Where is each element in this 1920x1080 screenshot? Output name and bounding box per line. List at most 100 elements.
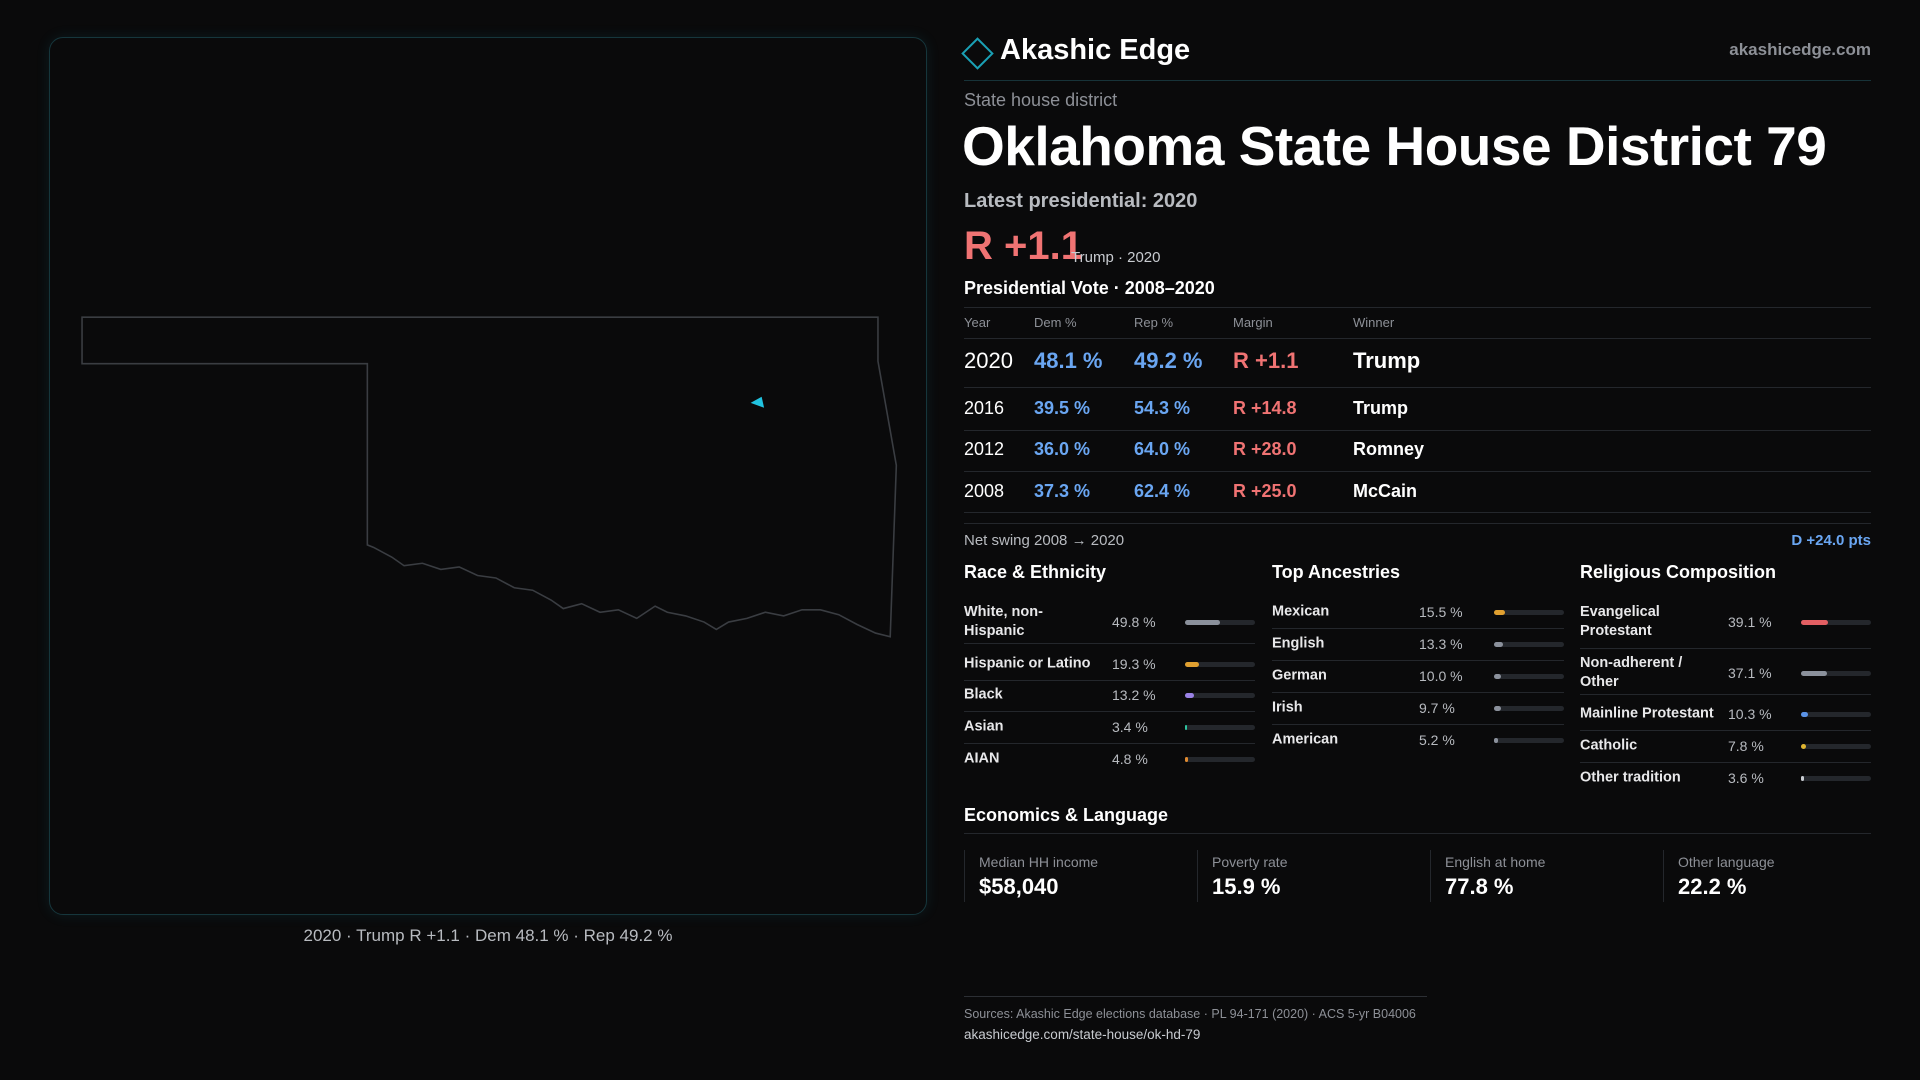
rule: [964, 679, 1255, 681]
column-header: Dem %: [1034, 315, 1077, 330]
stat-label: Median HH income: [979, 854, 1099, 870]
stat-value: $58,040: [979, 874, 1059, 899]
row-label: Evangelical Protestant: [1580, 604, 1660, 639]
row-value: 10.3 %: [1728, 706, 1772, 722]
section-title: Top Ancestries: [1272, 562, 1401, 582]
row-label: German: [1272, 667, 1327, 684]
table-cell: 2016: [964, 398, 1005, 418]
table-cell: R +28.0: [1233, 439, 1297, 459]
bar: [1801, 743, 1807, 749]
column-header: Winner: [1353, 315, 1395, 330]
latest-margin: R +1.1: [964, 224, 1083, 268]
footer-rule: [964, 996, 1427, 997]
latest-label: Latest presidential: 2020: [964, 190, 1198, 212]
row-value: 13.2 %: [1112, 687, 1156, 703]
domain: akashicedge.com: [1729, 40, 1871, 59]
column-header: Year: [964, 315, 991, 330]
cell-border: [964, 850, 965, 902]
row-value: 3.4 %: [1112, 719, 1148, 735]
bar: [1801, 711, 1809, 717]
row-value: 15.5 %: [1419, 604, 1463, 620]
table-cell: 62.4 %: [1134, 481, 1191, 501]
district-title: Oklahoma State House District 79: [962, 115, 1827, 177]
bar-track: [1801, 670, 1871, 676]
map-caption: 2020 · Trump R +1.1 · Dem 48.1 % · Rep 4…: [303, 926, 673, 945]
rule: [1580, 693, 1871, 695]
table-cell: 2008: [964, 481, 1005, 501]
column-header: Margin: [1233, 315, 1273, 330]
section-title: Race & Ethnicity: [964, 562, 1107, 582]
rule: [964, 833, 1871, 834]
rule: [964, 387, 1871, 388]
bar: [1494, 737, 1498, 743]
rule: [964, 430, 1871, 431]
rule: [1580, 730, 1871, 731]
sources: Sources: Akashic Edge elections database…: [964, 1007, 1416, 1021]
row-label: AIAN: [964, 750, 1000, 767]
vote-table-title: Presidential Vote · 2008–2020: [964, 278, 1215, 298]
bar-track: [1494, 737, 1564, 743]
bar: [1494, 705, 1501, 711]
margin-note: Trump · 2020: [1071, 249, 1161, 266]
rule: [1272, 660, 1564, 661]
row-value: 37.1 %: [1728, 665, 1772, 681]
column-header: Rep %: [1134, 315, 1174, 330]
map-panel: [49, 37, 927, 915]
economics-title: Economics & Language: [964, 805, 1169, 825]
row-label: American: [1272, 731, 1339, 748]
bar-track: [1801, 743, 1871, 749]
bar: [1185, 756, 1189, 762]
bar-track: [1494, 673, 1564, 679]
bar: [1185, 692, 1195, 698]
rule: [964, 512, 1871, 513]
district-kind: State house district: [964, 90, 1118, 110]
rule: [1272, 724, 1564, 725]
bar-track: [1185, 661, 1255, 667]
bar: [1801, 670, 1827, 676]
bar: [1494, 641, 1504, 647]
url: akashicedge.com/state-house/ok-hd-79: [964, 1027, 1201, 1042]
cell-border: [1430, 850, 1431, 902]
bar: [1494, 673, 1501, 679]
bar: [1185, 661, 1199, 667]
row-value: 3.6 %: [1728, 770, 1764, 786]
bar-track: [1801, 711, 1871, 717]
table-cell: 39.5 %: [1034, 398, 1091, 418]
row-value: 10.0 %: [1419, 668, 1463, 684]
rule: [964, 523, 1871, 524]
swing-value: D +24.0 pts: [1791, 532, 1871, 549]
row-label: Catholic: [1580, 737, 1638, 754]
stat-value: 22.2 %: [1678, 874, 1747, 899]
table-cell: 54.3 %: [1134, 398, 1191, 418]
rule: [1580, 647, 1871, 649]
table-cell: R +1.1: [1233, 348, 1299, 373]
cell-border: [1197, 850, 1198, 902]
rule: [964, 743, 1255, 744]
table-cell: R +14.8: [1233, 398, 1297, 418]
rule: [964, 338, 1871, 339]
rule: [1272, 628, 1564, 629]
stat-value: 15.9 %: [1212, 874, 1281, 899]
swing-label: Net swing 2008 → 2020: [964, 532, 1125, 549]
table-cell: Trump: [1353, 348, 1421, 373]
rule: [964, 307, 1871, 308]
row-label: Black: [964, 686, 1003, 703]
rule: [964, 711, 1255, 712]
row-value: 19.3 %: [1112, 656, 1156, 672]
bar: [1494, 609, 1505, 615]
row-label: Mexican: [1272, 603, 1330, 620]
logo: [961, 37, 994, 70]
header-rule: [964, 80, 1871, 81]
cell-border: [1663, 850, 1664, 902]
bar: [1801, 775, 1804, 781]
brand: Akashic Edge: [1000, 34, 1191, 66]
row-value: 4.8 %: [1112, 751, 1148, 767]
row-label: English: [1272, 635, 1325, 652]
row-label: White, non-Hispanic: [964, 604, 1043, 639]
bar-track: [1185, 692, 1255, 698]
row-label: Non-adherent / Other: [1580, 655, 1683, 690]
bar-track: [1801, 619, 1871, 625]
stat-label: English at home: [1445, 854, 1546, 870]
row-value: 13.3 %: [1419, 636, 1463, 652]
